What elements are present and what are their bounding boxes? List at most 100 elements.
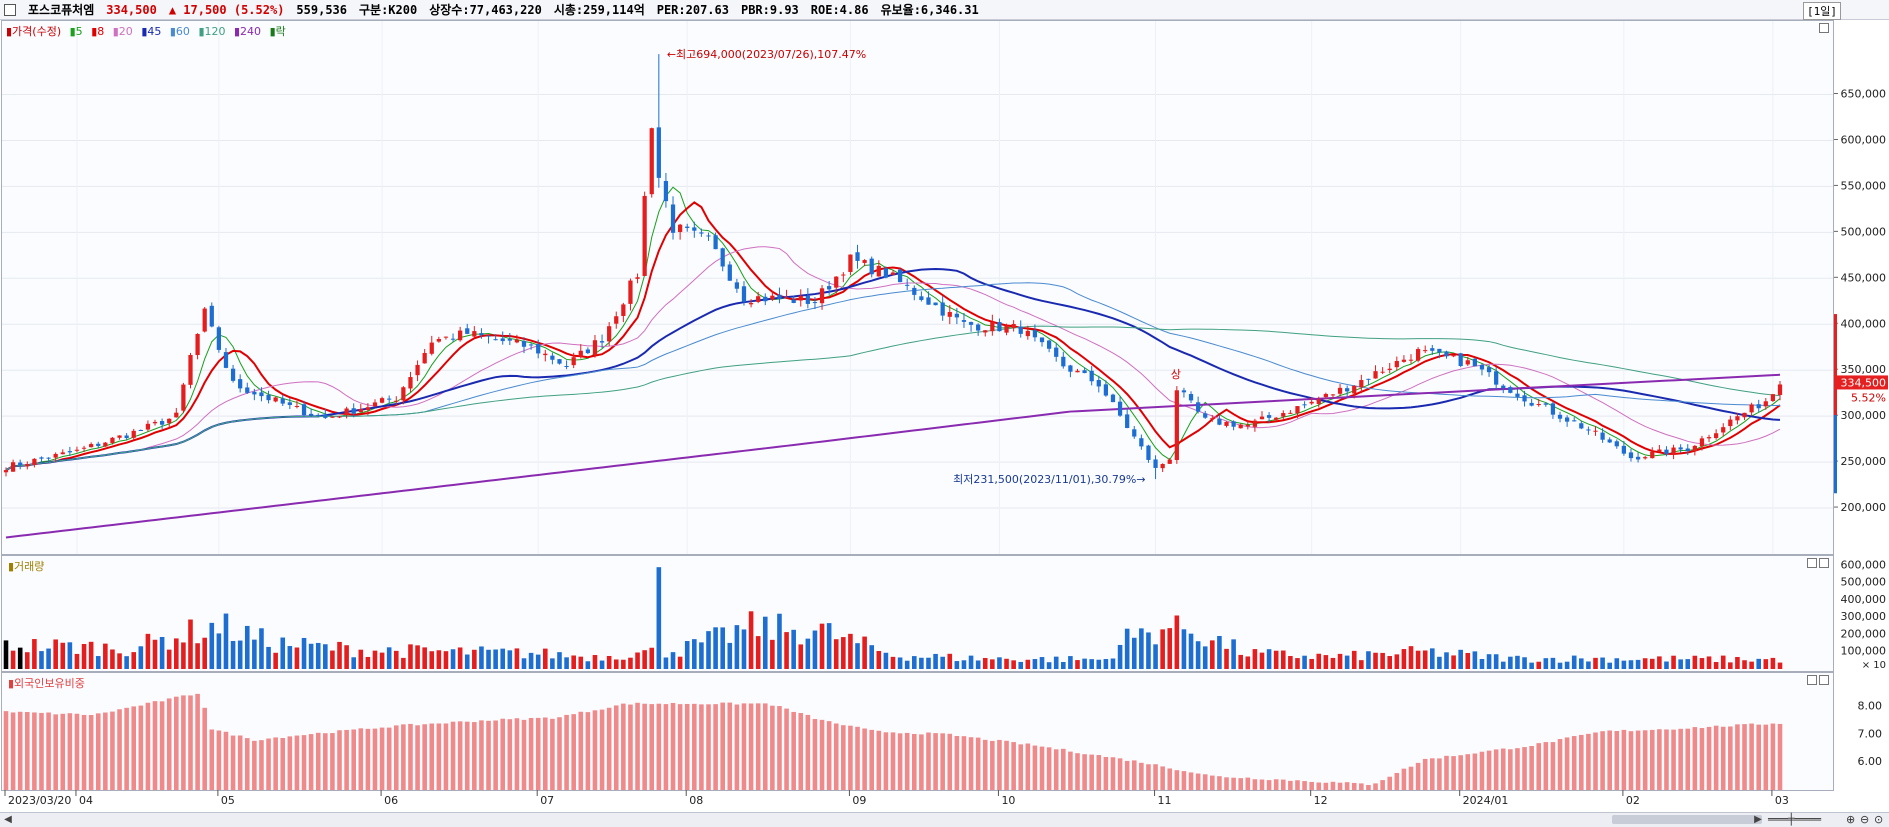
candle	[1032, 324, 1038, 342]
foreign-title[interactable]: ▮외국인보유비중	[8, 677, 85, 690]
foreign-bar	[266, 738, 271, 790]
candle	[493, 334, 498, 341]
candle	[1572, 417, 1577, 422]
candle	[309, 408, 314, 418]
candle-body	[1579, 423, 1584, 429]
candle-body	[784, 297, 789, 299]
foreign-pane-min-button[interactable]	[1807, 675, 1817, 685]
volume-pane-close-button[interactable]	[1819, 558, 1829, 568]
volume-bar	[1373, 652, 1378, 669]
legend-price[interactable]: ▮가격(수정)	[6, 25, 62, 38]
volume-bar	[117, 653, 122, 669]
volume-bar	[1437, 656, 1442, 669]
candle	[1217, 415, 1222, 426]
legend-ma240[interactable]: ▮240	[234, 25, 262, 38]
last-price-tag	[1835, 375, 1888, 390]
legend-ma60[interactable]: ▮60	[169, 25, 190, 38]
foreign-bar	[1522, 747, 1527, 790]
candle	[1203, 410, 1208, 419]
candle	[1167, 458, 1172, 465]
ma-line-120	[5, 325, 1781, 471]
scroll-right-icon[interactable]: ▶	[1754, 814, 1762, 825]
foreign-bar	[954, 735, 960, 790]
volume-bar	[330, 650, 335, 669]
volume-bar	[528, 652, 534, 669]
foreign-bar	[1536, 743, 1542, 790]
volume-bar	[1444, 652, 1449, 669]
candle-body	[628, 280, 633, 304]
candle-body	[1117, 401, 1123, 416]
candle-body	[1522, 395, 1527, 402]
volume-bar	[1664, 661, 1669, 669]
foreign-bar	[1593, 732, 1598, 790]
candle	[1153, 455, 1158, 480]
candle	[1337, 383, 1343, 397]
candle-body	[1259, 416, 1265, 420]
candle-body	[301, 404, 307, 416]
volume-bar	[472, 649, 477, 669]
zoom-slider-icon[interactable]: ═══╪════	[1768, 813, 1821, 826]
volume-bar	[656, 567, 662, 669]
stock-checkbox[interactable]	[4, 3, 16, 16]
candle	[1650, 447, 1655, 459]
foreign-pane-close-button[interactable]	[1819, 675, 1829, 685]
legend-ma45[interactable]: ▮45	[141, 25, 162, 38]
volume-bar	[841, 637, 846, 669]
volume-bar	[1181, 629, 1187, 669]
foreign-bar	[883, 732, 889, 790]
candle	[1302, 401, 1307, 409]
volume-bar	[770, 639, 775, 669]
legend-ma8[interactable]: ▮8	[91, 25, 105, 38]
price-pane-max-button[interactable]	[1819, 23, 1829, 33]
stock-info-bar: 포스코퓨처엠 334,500 ▲ 17,500 (5.52%) 559,536 …	[0, 0, 1889, 20]
volume-bar	[1678, 659, 1683, 669]
volume-pane-min-button[interactable]	[1807, 558, 1817, 568]
candle-body	[1217, 418, 1222, 425]
volume-bar	[1429, 648, 1435, 669]
candle	[181, 382, 186, 414]
range-down-marker	[1834, 415, 1837, 494]
volume-bar	[1082, 658, 1087, 669]
period-selector[interactable]: [1일]	[1803, 2, 1841, 20]
zoom-reset-icon[interactable]: ⊙	[1874, 813, 1884, 826]
candle-body	[557, 359, 562, 364]
candle-body	[677, 224, 683, 233]
candle	[1543, 402, 1548, 407]
volume-bar	[1770, 657, 1776, 669]
date-tick-label: 03	[1775, 794, 1789, 807]
foreign-bar	[734, 704, 740, 790]
zoom-in-icon[interactable]: ⊕	[1846, 813, 1856, 826]
scroll-thumb[interactable]	[1612, 815, 1762, 824]
horizontal-scrollbar[interactable]: ◀ ▶ ═══╪════ ⊕ ⊖ ⊙	[0, 812, 1889, 827]
candle	[1408, 354, 1414, 364]
volume-bar	[1621, 660, 1627, 669]
volume-bar	[1131, 637, 1137, 669]
candle	[649, 127, 654, 198]
candle-body	[429, 342, 434, 354]
legend-ma5[interactable]: ▮5	[69, 25, 83, 38]
legend-lock[interactable]: ▮락	[269, 25, 286, 38]
foreign-bar	[1401, 768, 1407, 790]
foreign-bar	[138, 705, 144, 790]
legend-ma20[interactable]: ▮20	[112, 25, 133, 38]
candle-body	[394, 400, 399, 402]
ma-line-5	[5, 186, 1781, 471]
foreign-axis-svg: 6.00 7.00 8.00	[1858, 699, 1883, 768]
scroll-left-icon[interactable]: ◀	[4, 814, 12, 825]
candle-body	[81, 447, 87, 449]
volume-title[interactable]: ▮거래량	[8, 560, 45, 573]
foreign-bar	[1671, 729, 1676, 790]
volume-bar	[1344, 655, 1350, 669]
volume-bar	[599, 660, 605, 669]
candle	[1139, 434, 1144, 450]
candle-body	[316, 414, 321, 416]
candle-body	[692, 227, 697, 231]
foreign-bar	[841, 725, 846, 790]
candle	[706, 232, 711, 241]
candle	[458, 326, 463, 342]
volume-bar	[1174, 615, 1180, 669]
legend-ma120[interactable]: ▮120	[198, 25, 226, 38]
stock-name[interactable]: 포스코퓨처엠	[28, 3, 95, 17]
candle-body	[500, 338, 505, 342]
zoom-out-icon[interactable]: ⊖	[1860, 813, 1870, 826]
